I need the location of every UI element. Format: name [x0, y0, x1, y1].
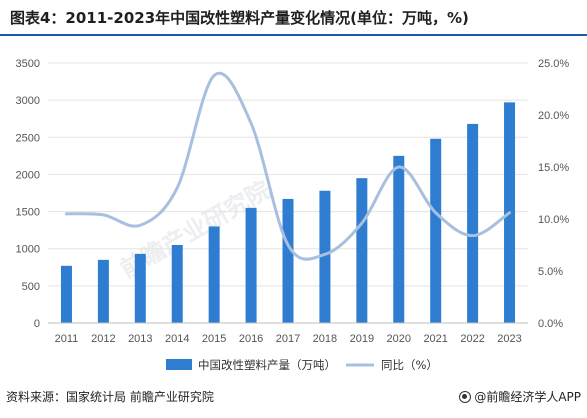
y-tick-label: 500 [22, 281, 40, 293]
y-tick-label: 2500 [16, 132, 40, 144]
x-tick-label: 2014 [165, 333, 189, 345]
bar [430, 138, 442, 323]
bar [208, 226, 220, 323]
legend-line-label: 同比（%） [381, 358, 438, 372]
x-tick-label: 2011 [55, 333, 79, 345]
x-tick-label: 2012 [91, 333, 115, 345]
bar [171, 245, 183, 323]
y-tick-label: 0 [34, 318, 40, 330]
x-tick-label: 2015 [202, 333, 226, 345]
bar [60, 265, 72, 323]
x-tick-label: 2022 [460, 333, 484, 345]
bar [97, 259, 109, 323]
bar [467, 123, 479, 324]
y-tick-label: 2000 [16, 169, 40, 181]
y-tick-label: 1000 [16, 244, 40, 256]
x-tick-label: 2018 [313, 333, 337, 345]
brand-logo-icon [459, 390, 472, 403]
bar [393, 155, 405, 323]
bar [319, 190, 331, 323]
y2-tick-label: 5.0% [538, 266, 563, 278]
x-tick-label: 2016 [239, 333, 263, 345]
legend-bar-swatch [166, 359, 192, 370]
bar [282, 198, 294, 323]
x-tick-label: 2020 [387, 333, 411, 345]
y2-tick-label: 15.0% [538, 162, 569, 174]
y-tick-label: 1500 [16, 207, 40, 219]
y2-tick-label: 10.0% [538, 214, 569, 226]
bar [134, 253, 146, 323]
title-divider [0, 34, 587, 36]
legend-bar-label: 中国改性塑料产量（万吨） [198, 358, 336, 372]
y-tick-label: 3500 [16, 58, 40, 70]
y2-tick-label: 20.0% [538, 110, 569, 122]
brand-text: @前瞻经济学人APP [474, 390, 581, 404]
y2-tick-label: 0.0% [538, 318, 563, 330]
x-tick-label: 2017 [276, 333, 300, 345]
chart: 0 500 1000 1500 2000 2500 3000 3500 0.0% 5.0% 10.0… [16, 58, 570, 372]
bar [356, 178, 368, 323]
brand-label: @前瞻经济学人APP [459, 388, 581, 405]
source-note: 资料来源：国家统计局 前瞻产业研究院 [6, 390, 214, 404]
x-tick-label: 2021 [423, 333, 447, 345]
y-tick-label: 3000 [16, 95, 40, 107]
chart-title: 图表4：2011-2023年中国改性塑料产量变化情况(单位：万吨，%) [10, 9, 469, 27]
x-tick-label: 2019 [350, 333, 374, 345]
yoy-line [64, 71, 512, 261]
y2-tick-label: 25.0% [538, 58, 569, 70]
bar [245, 207, 257, 323]
x-tick-label: 2013 [128, 333, 152, 345]
x-tick-label: 2023 [497, 333, 521, 345]
